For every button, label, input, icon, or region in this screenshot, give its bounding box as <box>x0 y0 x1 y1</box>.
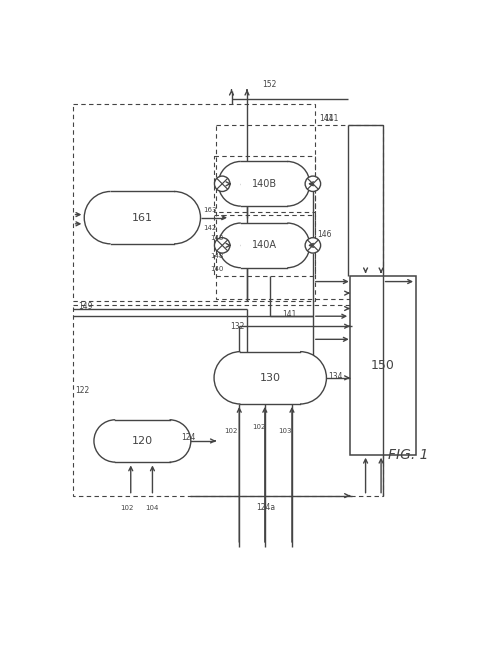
Wedge shape <box>174 191 201 244</box>
Wedge shape <box>300 351 326 404</box>
Text: 142: 142 <box>203 225 216 231</box>
Bar <box>241 162 287 206</box>
Text: 149: 149 <box>78 302 93 311</box>
Text: FIG. 1: FIG. 1 <box>388 448 428 462</box>
Circle shape <box>305 238 321 253</box>
Text: 104: 104 <box>145 505 159 511</box>
Bar <box>111 191 174 244</box>
Bar <box>214 156 315 213</box>
Text: 124a: 124a <box>256 503 275 512</box>
Wedge shape <box>94 420 115 462</box>
Text: 140: 140 <box>210 266 223 272</box>
Text: 143: 143 <box>210 235 223 242</box>
Text: 163: 163 <box>203 207 216 213</box>
Bar <box>73 305 383 495</box>
Text: 161: 161 <box>132 213 153 223</box>
Text: 141: 141 <box>283 310 297 319</box>
Wedge shape <box>169 420 191 462</box>
Text: 140A: 140A <box>251 240 277 251</box>
Text: 103: 103 <box>278 428 291 434</box>
Wedge shape <box>214 351 241 404</box>
Wedge shape <box>84 191 111 244</box>
Text: 141: 141 <box>325 114 339 123</box>
Wedge shape <box>287 223 310 267</box>
Text: 140B: 140B <box>251 179 277 189</box>
Text: 102: 102 <box>224 428 237 434</box>
Text: 132: 132 <box>230 322 244 331</box>
Circle shape <box>305 176 321 191</box>
Text: 102: 102 <box>252 424 266 430</box>
Text: 146: 146 <box>317 230 331 239</box>
Text: 120: 120 <box>132 436 153 446</box>
Circle shape <box>214 238 230 253</box>
Bar <box>350 276 416 455</box>
Wedge shape <box>218 162 241 206</box>
Bar <box>73 105 315 301</box>
Bar <box>216 125 383 298</box>
Text: 130: 130 <box>260 373 281 383</box>
Text: 150: 150 <box>371 359 395 372</box>
Text: 152: 152 <box>263 80 277 89</box>
Text: 148: 148 <box>210 253 223 259</box>
Wedge shape <box>287 162 310 206</box>
Text: 141: 141 <box>319 114 333 123</box>
Bar <box>214 214 315 276</box>
Circle shape <box>214 176 230 191</box>
Text: 102: 102 <box>121 505 134 511</box>
Bar <box>241 223 287 267</box>
Wedge shape <box>218 223 241 267</box>
Text: 122: 122 <box>75 386 89 395</box>
Bar <box>115 420 169 462</box>
Text: 124: 124 <box>181 433 196 443</box>
Bar <box>241 351 300 404</box>
Text: 134: 134 <box>328 371 343 380</box>
